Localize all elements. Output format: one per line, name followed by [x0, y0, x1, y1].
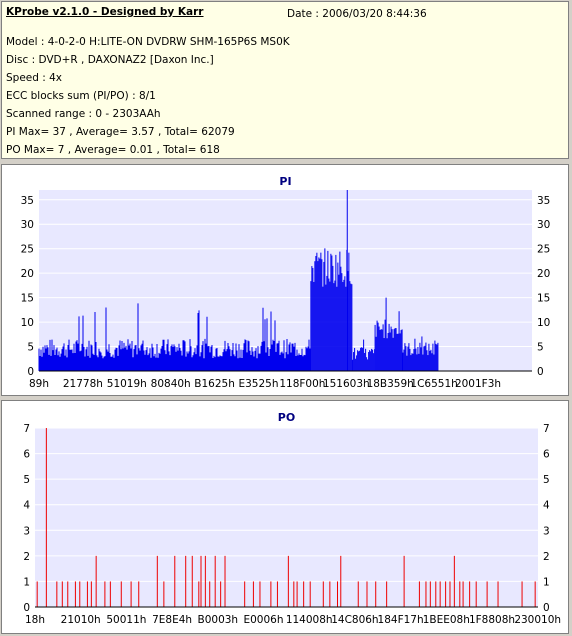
- x-tick-label: 80840h: [151, 378, 191, 390]
- y-tick-label-left: 2: [23, 551, 30, 563]
- y-tick-label-right: 35: [537, 195, 550, 207]
- y-tick-label-left: 20: [21, 268, 34, 280]
- x-tick-label: 14C806h: [331, 614, 378, 626]
- bar-group: [36, 428, 536, 607]
- y-tick-label-right: 7: [543, 423, 550, 435]
- x-tick-label: 89h: [29, 378, 49, 390]
- y-tick-label-right: 0: [543, 602, 550, 614]
- y-tick-label-left: 0: [27, 366, 34, 378]
- x-tick-label: 21778h: [63, 378, 103, 390]
- x-tick-label: 184F17h: [378, 614, 424, 626]
- y-tick-label-left: 30: [21, 219, 34, 231]
- y-tick-label-right: 5: [537, 342, 544, 354]
- x-tick-label: 1BEE08h: [423, 614, 470, 626]
- y-tick-label-right: 10: [537, 317, 550, 329]
- x-tick-label: 151603h: [323, 378, 370, 390]
- x-tick-label: 230010h: [514, 614, 561, 626]
- y-tick-label-right: 1: [543, 576, 550, 588]
- x-tick-label: 18h: [25, 614, 45, 626]
- y-tick-label-left: 4: [23, 500, 30, 512]
- y-tick-label-left: 10: [21, 317, 34, 329]
- y-tick-label-right: 2: [543, 551, 550, 563]
- y-tick-label-left: 15: [21, 293, 34, 305]
- chart-title: PO: [278, 411, 295, 424]
- y-tick-label-left: 7: [23, 423, 30, 435]
- plot-area: [35, 428, 538, 607]
- x-tick-label: 1C6551h: [410, 378, 457, 390]
- report-header: KProbe v2.1.0 - Designed by Karr Date : …: [1, 1, 569, 159]
- model-line: Model : 4-0-2-0 H:LITE-ON DVDRW SHM-165P…: [6, 36, 290, 48]
- x-tick-label: 21010h: [61, 614, 101, 626]
- disc-line: Disc : DVD+R , DAXONAZ2 [Daxon Inc.]: [6, 54, 214, 66]
- y-tick-label-left: 25: [21, 244, 34, 256]
- y-tick-label-left: 3: [23, 525, 30, 537]
- po-stats-line: PO Max= 7 , Average= 0.01 , Total= 618: [6, 144, 220, 156]
- ecc-line: ECC blocks sum (PI/PO) : 8/1: [6, 90, 156, 102]
- y-tick-label-left: 35: [21, 195, 34, 207]
- y-tick-label-right: 6: [543, 449, 550, 461]
- scan-date: Date : 2006/03/20 8:44:36: [287, 8, 427, 20]
- x-tick-label: 7E8E4h: [152, 614, 192, 626]
- x-tick-label: B0003h: [198, 614, 239, 626]
- x-tick-label: 2001F3h: [455, 378, 501, 390]
- y-tick-label-right: 0: [537, 366, 544, 378]
- pi-chart: PI 0 0 5 5 10 10 15 15 20 20 25 25 30 30 35 35 89h 21778h 5…: [21, 175, 551, 390]
- y-tick-label-left: 1: [23, 576, 30, 588]
- y-tick-label-right: 20: [537, 268, 550, 280]
- speed-line: Speed : 4x: [6, 72, 63, 84]
- report-title: KProbe v2.1.0 - Designed by Karr: [6, 6, 204, 18]
- bar-group: [38, 190, 439, 371]
- x-tick-label: 114008h: [286, 614, 333, 626]
- x-tick-label: B1625h: [194, 378, 235, 390]
- x-tick-label: 51019h: [107, 378, 147, 390]
- y-tick-label-right: 4: [543, 500, 550, 512]
- x-tick-label: E3525h: [238, 378, 278, 390]
- pi-chart-panel: PI 0 0 5 5 10 10 15 15 20 20 25 25 30 30 35 35 89h 21778h 5…: [1, 164, 569, 396]
- x-tick-label: 1F8808h: [469, 614, 515, 626]
- pi-stats-line: PI Max= 37 , Average= 3.57 , Total= 6207…: [6, 126, 235, 138]
- y-tick-label-right: 30: [537, 219, 550, 231]
- x-tick-label: 18B359h: [367, 378, 414, 390]
- y-tick-label-right: 25: [537, 244, 550, 256]
- y-tick-label-left: 5: [27, 342, 34, 354]
- y-tick-label-left: 6: [23, 449, 30, 461]
- plot-area: [39, 190, 532, 371]
- po-chart: PO 0 0 1 1 2 2 3 3 4 4 5 5 6 6 7 7 18h 21010h 50011h 7E8E4h B…: [23, 411, 561, 626]
- y-tick-label-right: 15: [537, 293, 550, 305]
- x-tick-label: E0006h: [243, 614, 283, 626]
- x-tick-label: 118F00h: [279, 378, 325, 390]
- chart-title: PI: [279, 175, 291, 188]
- y-tick-label-left: 5: [23, 474, 30, 486]
- po-chart-panel: PO 0 0 1 1 2 2 3 3 4 4 5 5 6 6 7 7 18h 21010h 50011h 7E8E4h B…: [1, 400, 569, 634]
- y-tick-label-left: 0: [23, 602, 30, 614]
- y-tick-label-right: 3: [543, 525, 550, 537]
- y-tick-label-right: 5: [543, 474, 550, 486]
- x-tick-label: 50011h: [106, 614, 146, 626]
- range-line: Scanned range : 0 - 2303AAh: [6, 108, 161, 120]
